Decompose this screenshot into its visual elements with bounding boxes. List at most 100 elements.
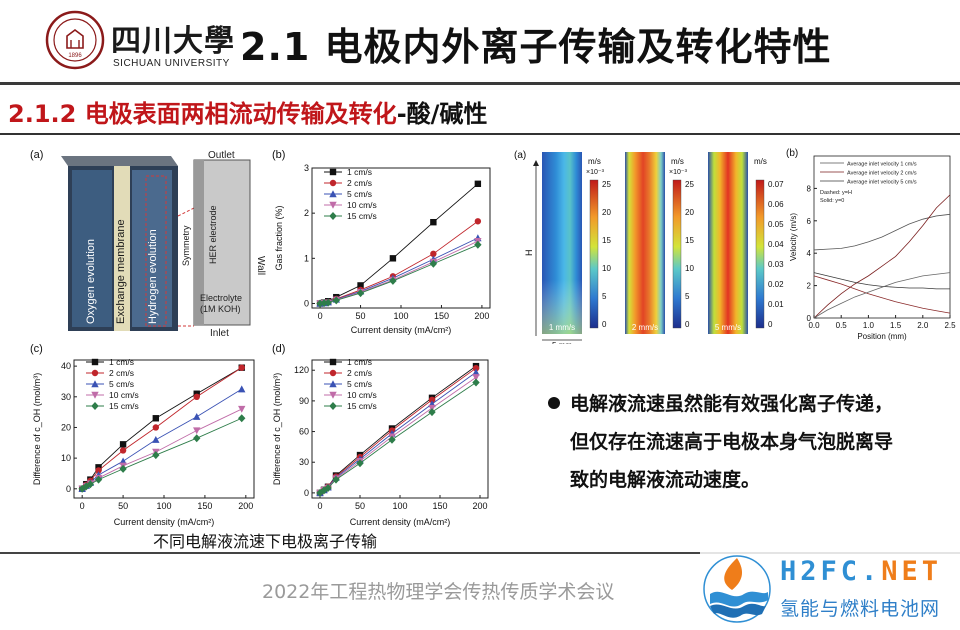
- y-tick-label: 60: [299, 427, 309, 437]
- subtitle-main: 2.1.2 电极表面两相流动传输及转化: [8, 100, 397, 128]
- data-point: [239, 364, 245, 370]
- velocity-series-line: [814, 195, 950, 318]
- x-tick-label: 50: [356, 311, 366, 321]
- x-tick-label: 100: [393, 311, 408, 321]
- colorbar-unit: m/s: [588, 157, 601, 166]
- height-arrow-icon: [533, 160, 539, 166]
- data-point: [428, 408, 435, 416]
- legend-entry: Average inlet velocity 2 cm/s: [847, 171, 917, 177]
- legend-entry: 1 cm/s: [109, 357, 134, 367]
- y-axis-label: Difference of c_OH (mol/m³): [32, 373, 42, 485]
- legend-entry: 15 cm/s: [347, 211, 377, 221]
- contour-map: [708, 152, 748, 334]
- bullet-line-1: 电解液流速虽然能有效强化离子传递，: [548, 385, 948, 423]
- x-tick-label: 2.5: [944, 321, 956, 330]
- series-line: [320, 184, 478, 304]
- x-tick-label: 200: [472, 501, 487, 511]
- legend-marker: [92, 359, 98, 365]
- colorbar-tick-label: 0.06: [768, 200, 784, 209]
- legend-entry: 1 cm/s: [347, 357, 372, 367]
- x-axis-label: Position (mm): [857, 332, 907, 341]
- legend-marker: [330, 370, 336, 376]
- section-subtitle: 2.1.2 电极表面两相流动传输及转化-酸/碱性: [8, 94, 487, 129]
- data-point: [152, 451, 159, 459]
- logo-english-name: SICHUAN UNIVERSITY: [113, 58, 230, 69]
- watermark-logo-icon: [702, 552, 772, 626]
- y-tick-label: 0: [304, 488, 309, 498]
- bullet-line-3: 致的电解液流动速度。: [548, 461, 948, 499]
- watermark-en: H2FC.NET: [780, 556, 942, 587]
- figure-caption: 不同电解液流速下电极离子传输: [153, 528, 377, 552]
- x-tick-label: 50: [118, 501, 128, 511]
- y-axis-label: Difference of c_OH (mol/m³): [272, 373, 282, 485]
- colorbar-tick-label: 0: [768, 320, 773, 329]
- bullet-dot-icon: [548, 397, 560, 409]
- colorbar-tick-label: 0.05: [768, 220, 784, 229]
- colorbar-tick-label: 0.02: [768, 280, 784, 289]
- colorbar-tick-label: 25: [602, 180, 611, 189]
- university-seal-icon: 1896: [45, 10, 105, 70]
- site-watermark: H2FC.NET 氢能与燃料电池网: [700, 548, 960, 630]
- x-tick-label: 200: [474, 311, 489, 321]
- velocity-series-line: [814, 276, 950, 313]
- x-tick-label: 2.0: [917, 321, 929, 330]
- schematic-electrolyte: Electrolyte: [200, 293, 242, 303]
- x-axis-label: Current density (mA/cm²): [350, 517, 451, 527]
- colorbar: [673, 180, 681, 328]
- contour-velocity-label: 1 mm/s: [549, 323, 575, 332]
- contour-velocity-label: 2 mm/s: [632, 323, 658, 332]
- schematic-inlet: Inlet: [210, 328, 229, 338]
- y-tick-label: 4: [807, 249, 812, 258]
- contour-overlay: [542, 152, 582, 334]
- contour-panel-label: (a): [514, 150, 526, 161]
- seal-year: 1896: [68, 53, 82, 59]
- legend-entry: 5 cm/s: [109, 379, 134, 389]
- x-tick-label: 150: [197, 501, 212, 511]
- data-point: [475, 181, 481, 187]
- colorbar-exponent: ×10⁻³: [586, 169, 605, 176]
- x-axis-label: Current density (mA/cm²): [351, 325, 452, 335]
- x-tick-label: 150: [432, 501, 447, 511]
- legend-entry: 2 cm/s: [347, 178, 372, 188]
- schematic-electrode: HER electrode: [208, 205, 218, 264]
- x-tick-label: 50: [355, 501, 365, 511]
- figure-a-schematic: (a) Oxygen evolution Exchange membrane H…: [28, 146, 268, 338]
- data-point: [238, 385, 245, 392]
- colorbar-exponent: ×10⁻³: [669, 169, 688, 176]
- schematic-wall: Wall: [255, 256, 266, 275]
- legend-marker: [330, 169, 336, 175]
- logo-chinese-name: 四川大學: [111, 16, 235, 60]
- colorbar-tick-label: 15: [685, 236, 694, 245]
- colorbar-tick-label: 5: [602, 292, 607, 301]
- scale-bar-label: 5 mm: [552, 341, 572, 344]
- y-tick-label: 6: [807, 217, 812, 226]
- bullet-line-2: 但仅存在流速高于电极本身气泡脱离导: [548, 423, 948, 461]
- legend-entry: 5 cm/s: [347, 379, 372, 389]
- y-axis-label: Gas fraction (%): [274, 205, 284, 270]
- schematic-electrolyte-koh: (1M KOH): [200, 304, 241, 314]
- conference-footer: 2022年工程热物理学会传热传质学术会议: [262, 577, 614, 604]
- data-point: [152, 436, 159, 443]
- data-point: [193, 413, 200, 420]
- data-point: [120, 447, 126, 453]
- schematic-outlet: Outlet: [208, 150, 235, 161]
- velocity-series-line: [814, 214, 950, 250]
- x-tick-label: 200: [238, 501, 253, 511]
- colorbar-tick-label: 20: [685, 208, 694, 217]
- legend-entry: 2 cm/s: [109, 368, 134, 378]
- colorbar-tick-label: 10: [685, 264, 694, 273]
- legend-entry: 10 cm/s: [347, 390, 377, 400]
- plot-frame: [312, 168, 490, 308]
- colorbar-unit: m/s: [754, 157, 767, 166]
- height-axis-label: H: [524, 250, 534, 257]
- chart-note: Dashed: y=H: [820, 190, 852, 196]
- y-tick-label: 20: [61, 422, 71, 432]
- x-tick-label: 0.5: [836, 321, 848, 330]
- y-tick-label: 1: [304, 253, 309, 263]
- panel-label: (b): [272, 149, 285, 161]
- x-axis-label: Current density (mA/cm²): [114, 517, 215, 527]
- chart-c-ion-difference: (c)050100150200010203040Current density …: [28, 340, 268, 528]
- data-point: [153, 415, 159, 421]
- data-point: [238, 414, 245, 422]
- colorbar-tick-label: 5: [685, 292, 690, 301]
